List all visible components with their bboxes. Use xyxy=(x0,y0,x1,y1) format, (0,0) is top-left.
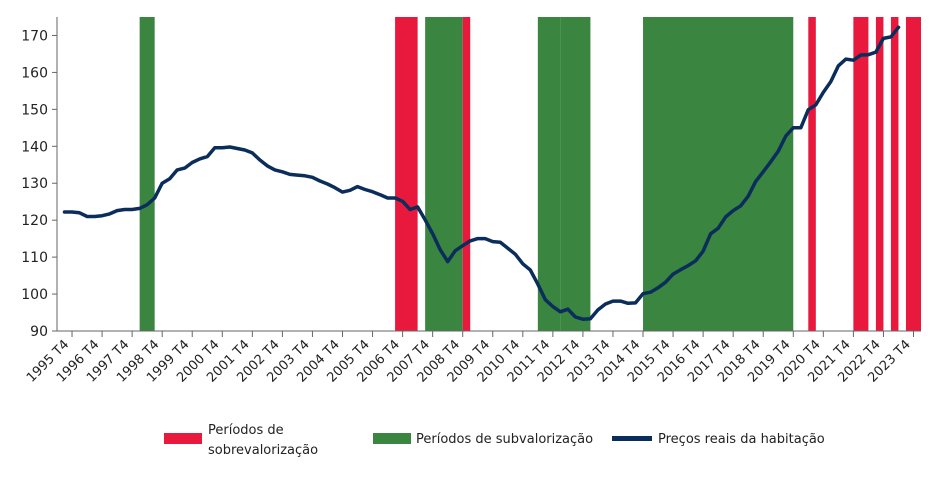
legend-label-undervaluation-0: Períodos de subvalorização xyxy=(416,432,593,447)
y-tick-label-130: 130 xyxy=(21,176,48,192)
y-tick-label-150: 150 xyxy=(21,102,48,118)
undervaluation-band-1 xyxy=(425,17,463,331)
overvaluation-band-6 xyxy=(905,17,921,331)
y-tick-label-100: 100 xyxy=(21,287,48,303)
y-tick-label-110: 110 xyxy=(21,250,48,266)
price-series-line xyxy=(62,25,901,321)
valuation-bands xyxy=(139,17,921,331)
legend-label-overvaluation-0: Períodos de xyxy=(208,423,284,438)
undervaluation-band-0 xyxy=(139,17,155,331)
legend-label-overvaluation-1: sobrevalorização xyxy=(208,443,318,458)
y-tick-label-160: 160 xyxy=(21,65,48,81)
overvaluation-band-5 xyxy=(890,17,899,331)
overvaluation-band-1 xyxy=(462,17,471,331)
legend-swatch-undervaluation xyxy=(373,433,411,444)
overvaluation-band-2 xyxy=(808,17,816,331)
y-tick-label-140: 140 xyxy=(21,139,48,155)
y-tick-label-120: 120 xyxy=(21,213,48,229)
price-line-layer xyxy=(62,25,901,321)
legend: Períodos de sobrevalorização Períodos de s… xyxy=(164,423,825,458)
legend-swatch-overvaluation xyxy=(164,433,202,444)
overvaluation-band-4 xyxy=(875,17,884,331)
overvaluation-band-0 xyxy=(395,17,418,331)
legend-swatch-line xyxy=(612,436,652,441)
overvaluation-band-3 xyxy=(853,17,869,331)
undervaluation-band-2 xyxy=(537,17,561,331)
y-tick-label-170: 170 xyxy=(21,28,48,44)
undervaluation-band-3 xyxy=(560,17,591,331)
legend-label-line-0: Preços reais da habitação xyxy=(658,432,825,447)
y-tick-label-90: 90 xyxy=(30,324,48,340)
